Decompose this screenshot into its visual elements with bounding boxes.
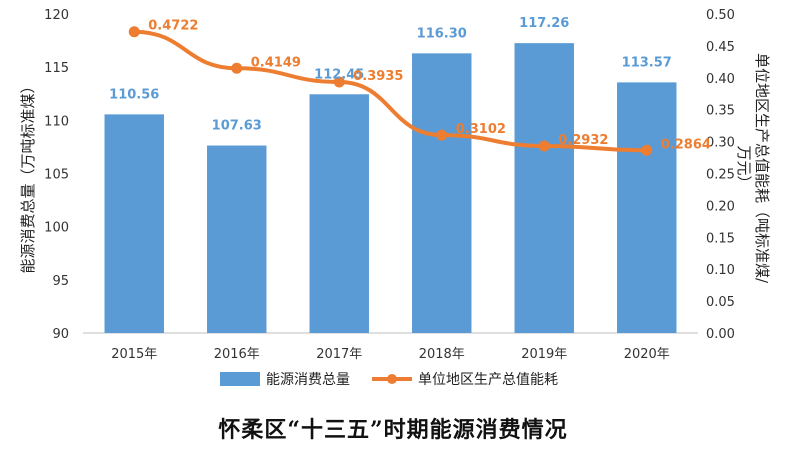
y-axis-left-title: 能源消费总量（万吨标准煤） xyxy=(19,78,37,273)
line-value-label: 0.4149 xyxy=(251,55,301,70)
y-right-tick-label: 0.25 xyxy=(706,168,735,183)
y-right-tick-label: 0.10 xyxy=(706,263,735,278)
legend-bar-swatch xyxy=(220,372,260,386)
y-left-tick-label: 100 xyxy=(44,221,69,236)
legend-bar-label: 能源消费总量 xyxy=(266,372,350,388)
line-value-label: 0.2932 xyxy=(558,133,608,148)
series-line xyxy=(132,29,649,153)
y-right-tick-label: 0.30 xyxy=(706,136,735,151)
y-left-tick-label: 120 xyxy=(44,8,69,23)
bar-value-label: 117.26 xyxy=(519,16,569,31)
bar xyxy=(104,114,164,334)
y-right-tick-label: 0.15 xyxy=(706,231,735,246)
y-left-tick-label: 105 xyxy=(44,168,69,183)
line-point xyxy=(128,26,140,38)
bar-value-label: 113.57 xyxy=(622,55,672,70)
line-value-label: 0.2864 xyxy=(661,137,711,152)
bar xyxy=(309,94,369,333)
line-point xyxy=(436,129,448,141)
y-right-tick-label: 0.40 xyxy=(706,72,735,87)
chart-title: 怀柔区“十三五”时期能源消费情况 xyxy=(218,417,567,443)
x-tick-label: 2019年 xyxy=(521,347,567,362)
x-tick-label: 2017年 xyxy=(316,347,362,362)
bar xyxy=(514,43,574,333)
x-tick-label: 2015年 xyxy=(111,347,157,362)
line-value-label: 0.3102 xyxy=(456,122,506,137)
y-left-tick-label: 115 xyxy=(44,61,69,76)
y-axis-right-title-line1: 单位地区生产总值能耗（吨标准煤/ xyxy=(753,53,771,284)
bar xyxy=(617,82,677,333)
line-value-label: 0.3935 xyxy=(353,69,403,84)
line-point xyxy=(231,62,243,74)
y-left-tick-label: 110 xyxy=(44,114,69,129)
y-right-tick-label: 0.00 xyxy=(706,327,735,342)
y-right-tick-label: 0.50 xyxy=(706,8,735,23)
bar-value-label: 116.30 xyxy=(417,26,467,41)
line-point xyxy=(333,76,345,88)
line-series xyxy=(128,26,653,156)
bar xyxy=(207,145,267,333)
y-right-tick-label: 0.20 xyxy=(706,199,735,214)
line-value-label: 0.4722 xyxy=(148,19,198,34)
bar xyxy=(412,53,472,334)
data-labels: 110.56 107.63 112.45 116.30 117.26 113.57 0.47… xyxy=(109,16,711,152)
bar-value-label: 112.45 xyxy=(314,67,364,82)
y-right-tick-label: 0.35 xyxy=(706,104,735,119)
y-right-tick-label: 0.45 xyxy=(706,40,735,55)
line-point xyxy=(641,144,653,156)
x-tick-label: 2016年 xyxy=(214,347,260,362)
y-left-tick-label: 90 xyxy=(52,327,69,342)
bar-value-label: 107.63 xyxy=(212,119,262,134)
legend-line-label: 单位地区生产总值能耗 xyxy=(418,372,558,388)
y-left-tick-label: 95 xyxy=(52,274,69,289)
x-tick-label: 2020年 xyxy=(624,347,670,362)
axes: 90 95 100 105 110 115 120 0.00 0.05 0.10 0.15 0.20 0… xyxy=(44,8,735,362)
y-axis-right-title-line2: 万元） xyxy=(735,145,753,190)
y-right-tick-label: 0.05 xyxy=(706,295,735,310)
x-tick-label: 2018年 xyxy=(419,347,465,362)
line-point xyxy=(538,140,550,152)
bar-value-label: 110.56 xyxy=(109,87,159,102)
bar-series xyxy=(104,43,677,334)
legend-line-marker xyxy=(387,374,397,384)
legend: 能源消费总量 单位地区生产总值能耗 xyxy=(220,372,558,388)
